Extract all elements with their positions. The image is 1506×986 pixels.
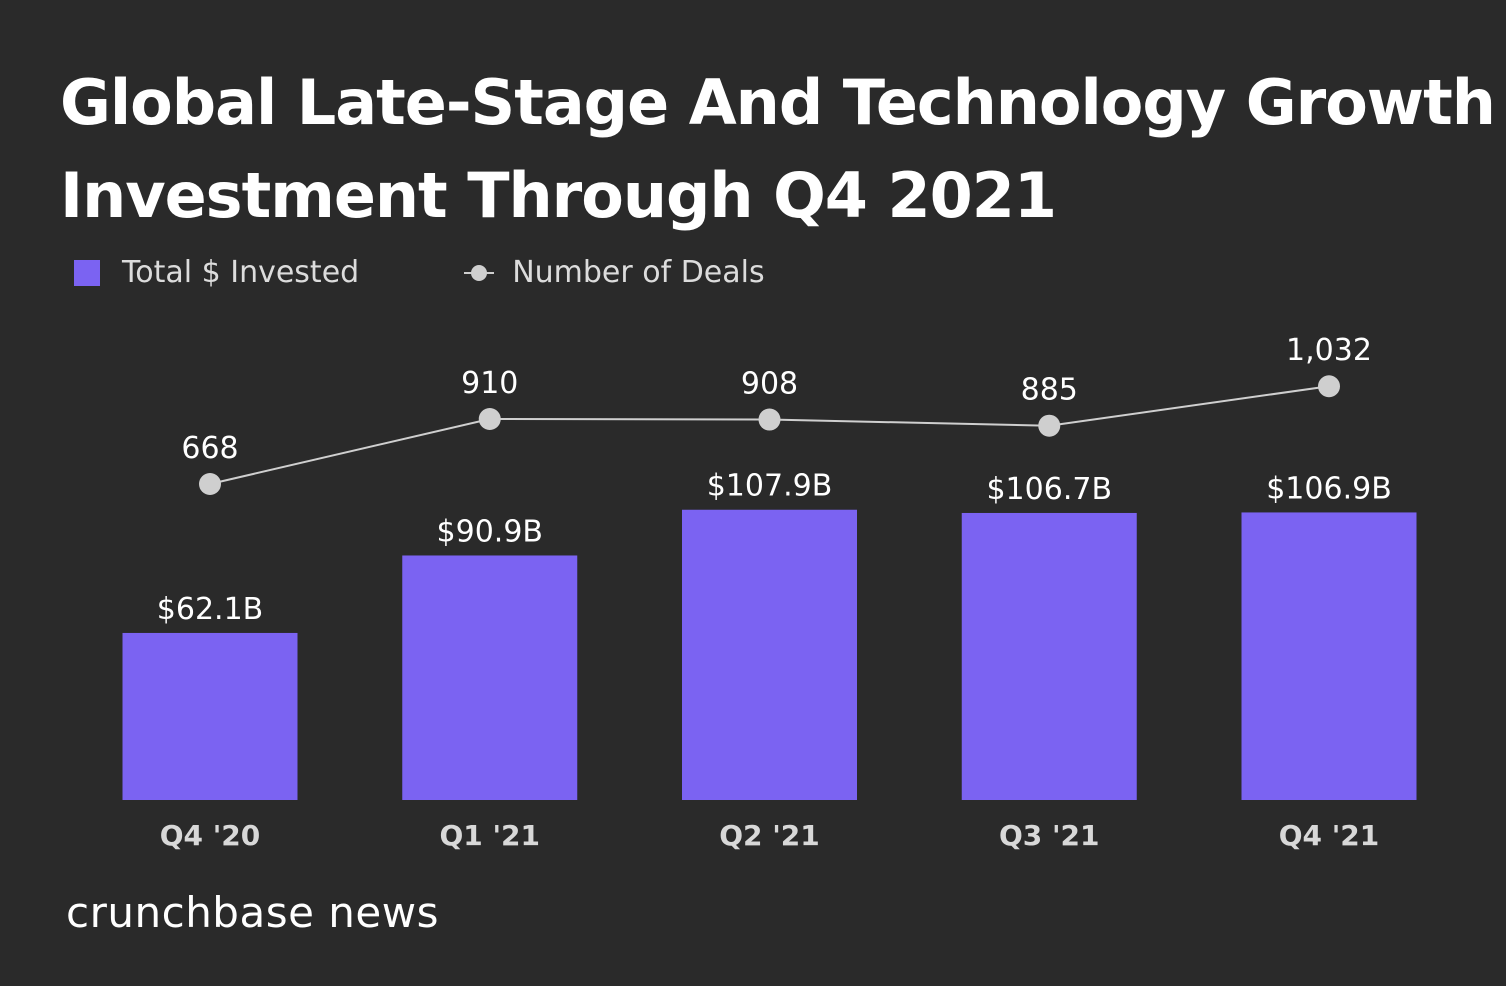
deals-value-label: 668 [181,431,238,466]
deals-point [1038,414,1061,437]
x-tick-label: Q4 '21 [1279,819,1380,852]
deals-point [758,408,781,431]
bar [682,509,857,800]
deals-value-label: 885 [1021,373,1078,408]
brand-logo: crunchbase news [66,888,439,937]
bar-value-label: $106.9B [1266,471,1392,506]
deals-point [199,473,221,495]
bar [961,512,1137,800]
legend: Total $ Invested Number of Deals [74,255,765,290]
legend-label-invested: Total $ Invested [122,255,360,290]
deals-point [478,407,501,430]
deals-value-label: 910 [461,366,518,401]
deals-value-label: 1,032 [1286,333,1372,368]
legend-bar-swatch [74,259,100,286]
bar-value-label: $62.1B [157,592,263,627]
chart-title: Global Late-Stage And Technology Growth … [60,66,1496,232]
bar [122,632,298,800]
bar [1241,512,1417,800]
x-tick-label: Q1 '21 [439,819,540,852]
deals-value-label: 908 [741,367,798,402]
x-tick-label: Q3 '21 [999,819,1100,852]
bar-value-label: $90.9B [437,514,543,549]
legend-line-dot-icon [464,263,495,283]
bar [402,555,578,800]
bar-value-label: $106.7B [986,472,1112,507]
x-tick-label: Q2 '21 [719,819,820,852]
bar-value-label: $107.9B [707,469,833,504]
deals-point [1318,375,1340,398]
x-tick-label: Q4 '20 [160,819,261,852]
legend-label-deals: Number of Deals [512,255,765,290]
